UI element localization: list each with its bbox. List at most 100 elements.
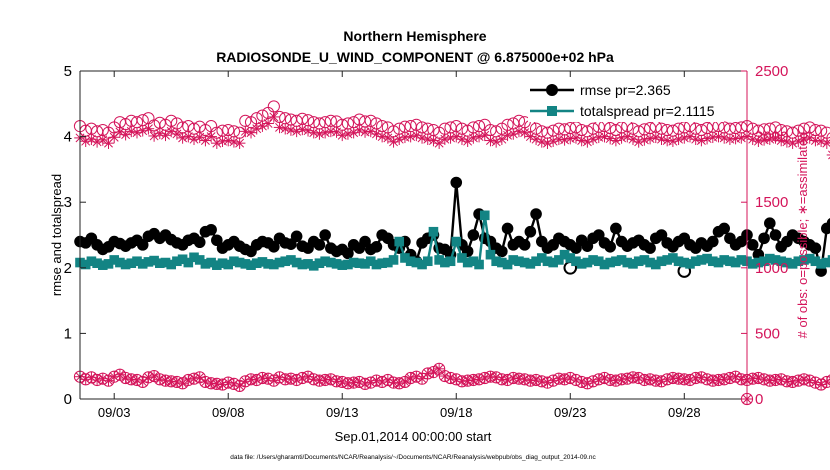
rmse-point — [610, 222, 622, 235]
totalspread-point — [719, 255, 729, 265]
obs_assimilated-point — [119, 128, 132, 141]
rmse-point — [313, 239, 326, 251]
totalspread-point — [765, 253, 775, 264]
obs_assimilated_bottom-point — [199, 376, 212, 388]
totalspread-point — [137, 259, 148, 269]
totalspread-point — [337, 260, 348, 270]
obs_assimilated-point — [604, 132, 616, 145]
totalspread-point — [611, 256, 621, 267]
obs_assimilated_bottom-point — [627, 371, 639, 384]
totalspread-point — [519, 257, 530, 268]
rmse-point — [319, 229, 331, 241]
data-file-footnote: data file: /Users/gharamti/Documents/NCA… — [230, 454, 596, 461]
obs_assimilated-point — [706, 131, 719, 144]
totalspread-point — [297, 259, 308, 270]
totalspread-point — [229, 256, 239, 267]
totalspread-point — [776, 256, 787, 267]
totalspread-point — [822, 257, 830, 268]
obs_assimilated_bottom-point — [518, 373, 531, 386]
totalspread-point — [690, 256, 701, 267]
obs_assimilated_bottom-point — [313, 374, 326, 387]
rmse-point — [758, 232, 770, 245]
rmse-point — [518, 239, 531, 251]
obs_assimilated_bottom-point — [667, 372, 679, 384]
obs_assimilated_bottom-point — [444, 372, 457, 384]
obs_assimilated_bottom-point — [501, 374, 514, 386]
obs_assimilated-point — [268, 111, 280, 123]
obs_assimilated-point — [461, 135, 474, 147]
totalspread-point — [269, 259, 279, 270]
totalspread-point — [109, 255, 120, 265]
rmse-point — [268, 241, 280, 253]
obs_assimilated_bottom-point — [279, 373, 292, 386]
totalspread-point — [679, 257, 690, 268]
totalspread-point — [662, 255, 672, 265]
series-totalspread — [75, 210, 830, 271]
totalspread-point — [445, 256, 456, 267]
totalspread-point — [479, 210, 490, 221]
totalspread-point — [440, 257, 450, 268]
totalspread-point — [377, 258, 387, 269]
totalspread-point — [194, 255, 205, 265]
obs_assimilated-point — [233, 137, 246, 149]
obs_assimilated-point — [667, 135, 679, 147]
rmse-point — [136, 239, 149, 251]
legend-rmse-marker — [546, 84, 558, 96]
totalspread-point — [388, 255, 399, 265]
y-tick-label-left: 4 — [64, 129, 72, 146]
x-tick-label: 09/03 — [98, 405, 131, 420]
obs_assimilated_bottom-point — [102, 374, 115, 387]
rmse-point — [764, 217, 776, 229]
y-tick-label-left: 5 — [64, 63, 72, 80]
totalspread-point — [582, 257, 593, 268]
rmse-point — [370, 241, 383, 253]
totalspread-point — [508, 255, 519, 265]
obs_assimilated-point — [724, 133, 736, 146]
obs_assimilated_bottom-point — [484, 370, 497, 383]
rmse-point — [496, 245, 508, 258]
totalspread-point — [206, 257, 216, 268]
y-tick-label-left: 2 — [64, 260, 72, 277]
rmse-point — [826, 217, 830, 229]
obs_assimilated-point — [142, 122, 155, 135]
obs_assimilated-point — [598, 130, 611, 143]
obs_assimilated-point — [689, 133, 702, 146]
obs_assimilated_bottom-point — [176, 377, 189, 390]
obs_assimilated_bottom-point — [433, 363, 445, 375]
obs_assimilated_bottom-point — [119, 372, 132, 384]
y-tick-label-right: 2000 — [755, 129, 788, 146]
obs_assimilated-point — [307, 126, 320, 139]
totalspread-point — [246, 260, 256, 270]
obs_assimilated-point — [399, 131, 411, 144]
obs_assimilated_bottom-point — [387, 376, 400, 389]
totalspread-point — [291, 257, 302, 268]
totalspread-point — [457, 253, 467, 263]
error-series — [74, 176, 830, 278]
totalspread-point — [177, 254, 188, 265]
y-tick-label-right: 1500 — [755, 194, 788, 211]
obs_assimilated-point — [199, 134, 212, 147]
totalspread-point — [166, 259, 177, 270]
rmse-point — [467, 229, 480, 241]
totalspread-point — [92, 258, 102, 269]
totalspread-point — [462, 257, 473, 268]
totalspread-point — [331, 259, 342, 269]
totalspread-point — [759, 256, 769, 267]
totalspread-point — [616, 255, 627, 265]
totalspread-point — [428, 226, 439, 237]
totalspread-point — [280, 256, 291, 267]
obs_assimilated_bottom-point — [342, 377, 354, 390]
obs_assimilated_bottom-point — [456, 375, 468, 388]
obs_assimilated-point — [193, 131, 206, 144]
totalspread-point — [400, 253, 410, 263]
totalspread-point — [588, 255, 598, 265]
obs_assimilated_bottom-point — [256, 372, 269, 384]
totalspread-point — [793, 256, 804, 267]
totalspread-point — [702, 253, 712, 264]
obs_assimilated_bottom-point — [661, 373, 673, 386]
totalspread-point — [251, 258, 262, 269]
obs_assimilated_bottom-point — [809, 376, 822, 389]
totalspread-point — [713, 257, 724, 268]
obs_assimilated_bottom-point — [245, 373, 257, 386]
obs_assimilated-point — [353, 124, 366, 136]
